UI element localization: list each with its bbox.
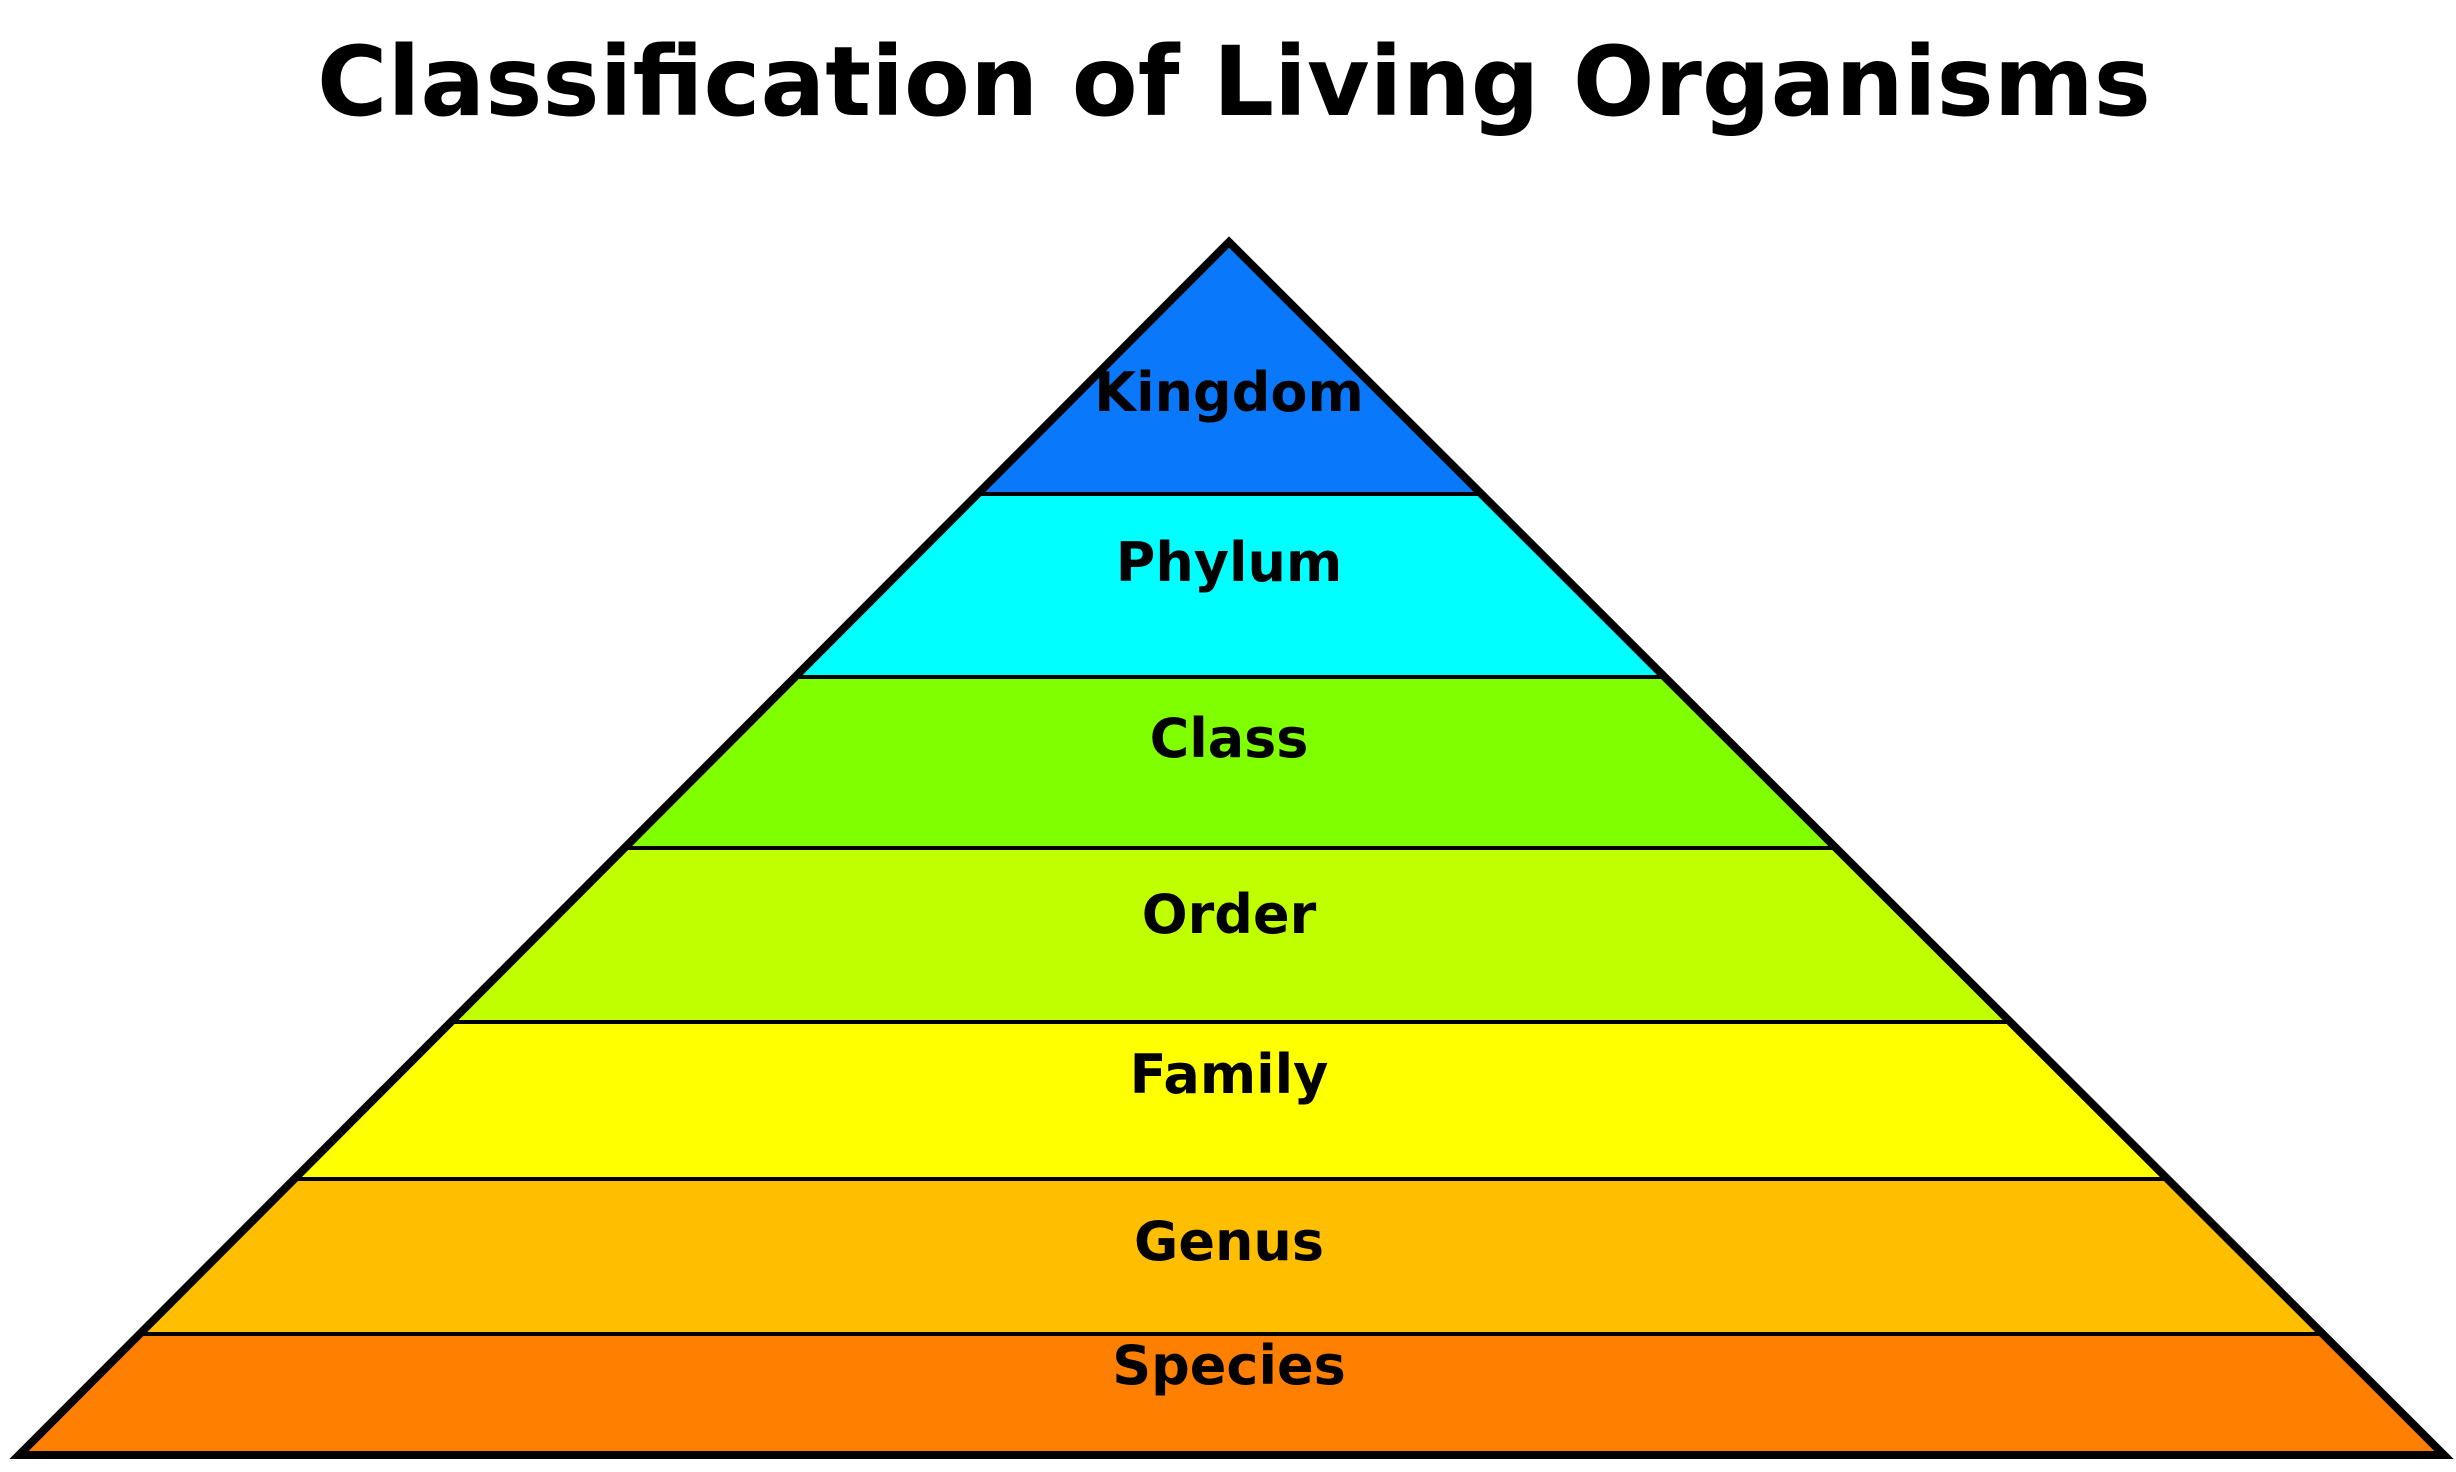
level-label-genus: Genus [1134,1210,1324,1273]
level-label-species: Species [1112,1334,1345,1397]
pyramid-outline [9,236,2454,1459]
page-title: Classification of Living Organisms [317,26,2151,138]
level-label-phylum: Phylum [1116,531,1342,594]
level-label-class: Class [1150,707,1309,770]
level-label-order: Order [1142,883,1317,946]
level-label-family: Family [1130,1043,1329,1106]
level-label-kingdom: Kingdom [1094,361,1363,424]
pyramid-level-labels: Kingdom Phylum Class Order Family Genus Specie… [1094,361,1363,1397]
